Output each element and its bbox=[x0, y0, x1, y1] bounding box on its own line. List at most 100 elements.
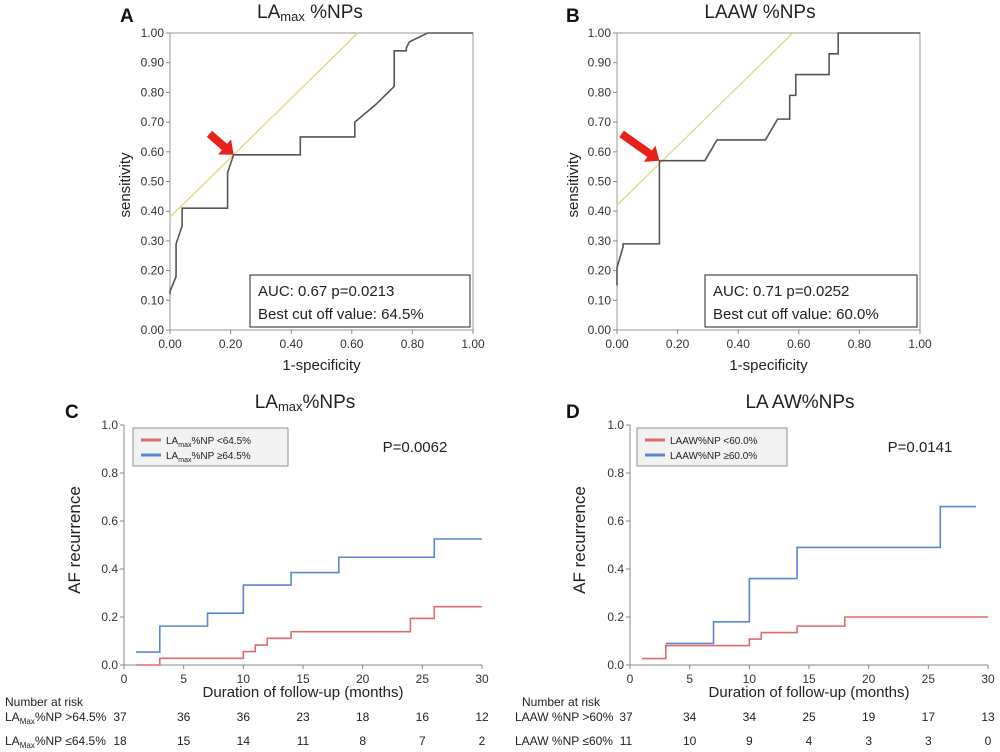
arrow-shape bbox=[619, 130, 660, 162]
y-axis-label: AF recurrence bbox=[65, 486, 84, 594]
auc-text: AUC: 0.71 p=0.0252 bbox=[713, 283, 849, 300]
y-tick-label: 0.8 bbox=[101, 466, 118, 480]
x-tick-label: 10 bbox=[237, 672, 251, 686]
risk-value: 15 bbox=[177, 734, 191, 748]
chart-title: LA AW%NPs bbox=[745, 392, 854, 413]
y-tick-label: 0.70 bbox=[141, 115, 165, 129]
x-tick-label: 20 bbox=[356, 672, 370, 686]
p-value: P=0.0062 bbox=[383, 439, 448, 456]
x-tick-label: 25 bbox=[922, 672, 936, 686]
risk-value: 19 bbox=[862, 710, 876, 724]
auc-text: AUC: 0.67 p=0.0213 bbox=[258, 283, 394, 300]
panel-b: B LAAW %NPs 0.00 0.10 0.20 0.30 0.40 0.50 0.60 0.… bbox=[565, 2, 932, 374]
legend-label: LAmax%NP <64.5% bbox=[166, 436, 251, 449]
roc-curve bbox=[169, 32, 473, 295]
y-tick-label: 0.80 bbox=[141, 85, 165, 99]
risk-value: 7 bbox=[419, 734, 426, 748]
y-tick-label: 0.30 bbox=[141, 234, 165, 248]
x-tick-label: 0.80 bbox=[848, 337, 872, 351]
risk-value: 34 bbox=[683, 710, 697, 724]
y-tick-label: 1.0 bbox=[101, 418, 118, 432]
legend-box bbox=[132, 427, 289, 467]
reference-line bbox=[616, 32, 794, 206]
risk-value: 36 bbox=[237, 710, 251, 724]
chart-title: LAAW %NPs bbox=[704, 2, 815, 23]
risk-value: 3 bbox=[865, 734, 872, 748]
risk-value: 4 bbox=[806, 734, 813, 748]
legend-label: LAAW%NP ≥60.0% bbox=[670, 451, 757, 462]
risk-row-label: LAMax%NP ≤64.5% bbox=[5, 734, 106, 750]
y-tick-label: 1.00 bbox=[588, 26, 612, 40]
km-curve-low bbox=[641, 616, 988, 660]
risk-value: 11 bbox=[620, 734, 633, 748]
y-tick-label: 0.50 bbox=[588, 175, 612, 189]
y-tick-label: 0.6 bbox=[607, 514, 624, 528]
x-tick-label: 0.80 bbox=[401, 337, 425, 351]
y-tick-label: 0.20 bbox=[141, 264, 165, 278]
x-tick-label: 5 bbox=[180, 672, 187, 686]
y-axis-label: sensitivity bbox=[117, 152, 134, 218]
y-tick-label: 0.60 bbox=[588, 145, 612, 159]
x-tick-label: 10 bbox=[743, 672, 757, 686]
y-tick-label: 0.90 bbox=[588, 56, 612, 70]
y-axis-label: AF recurrence bbox=[570, 486, 589, 594]
y-tick-label: 0.30 bbox=[588, 234, 612, 248]
legend-label: LAAW%NP <60.0% bbox=[670, 436, 758, 447]
risk-value: 2 bbox=[479, 734, 486, 748]
y-tick-label: 0.40 bbox=[588, 204, 612, 218]
y-tick-label: 0.70 bbox=[588, 115, 612, 129]
risk-value: 34 bbox=[743, 710, 757, 724]
km-curve-high bbox=[665, 505, 977, 645]
risk-value: 25 bbox=[802, 710, 816, 724]
risk-value: 18 bbox=[356, 710, 370, 724]
x-tick-label: 30 bbox=[981, 672, 995, 686]
km-curve-low bbox=[135, 605, 482, 666]
roc-curve bbox=[616, 32, 920, 286]
x-tick-label: 0.60 bbox=[787, 337, 811, 351]
cutoff-text: Best cut off value: 64.5% bbox=[258, 306, 424, 323]
y-tick-label: 0.2 bbox=[607, 610, 624, 624]
risk-row-label: LAAW %NP ≤60% bbox=[515, 734, 613, 748]
y-tick-label: 0.00 bbox=[141, 323, 165, 337]
x-tick-label: 30 bbox=[475, 672, 489, 686]
panel-letter: D bbox=[566, 402, 580, 423]
risk-table-header: Number at risk bbox=[522, 695, 601, 709]
risk-value: 13 bbox=[981, 710, 995, 724]
legend-label: LAmax%NP ≥64.5% bbox=[166, 451, 251, 464]
y-tick-label: 0.00 bbox=[588, 323, 612, 337]
y-tick-label: 0.0 bbox=[101, 658, 118, 672]
risk-value: 17 bbox=[922, 710, 936, 724]
y-tick-label: 0.0 bbox=[607, 658, 624, 672]
y-tick-label: 0.8 bbox=[607, 466, 624, 480]
p-value: P=0.0141 bbox=[888, 439, 953, 456]
x-tick-label: 1.00 bbox=[461, 337, 485, 351]
y-tick-label: 1.00 bbox=[141, 26, 165, 40]
x-tick-label: 5 bbox=[686, 672, 693, 686]
cutoff-arrow-icon bbox=[619, 130, 660, 162]
x-tick-label: 0.20 bbox=[666, 337, 690, 351]
chart-title: LAmax %NPs bbox=[257, 2, 363, 24]
panel-letter: C bbox=[65, 402, 79, 423]
x-axis-label: Duration of follow-up (months) bbox=[709, 684, 910, 701]
risk-value: 23 bbox=[296, 710, 310, 724]
cutoff-text: Best cut off value: 60.0% bbox=[713, 306, 879, 323]
y-tick-label: 0.10 bbox=[141, 293, 165, 307]
risk-value: 10 bbox=[683, 734, 697, 748]
y-axis-label: sensitivity bbox=[565, 152, 582, 218]
x-tick-label: 0.60 bbox=[340, 337, 364, 351]
risk-value: 37 bbox=[619, 710, 633, 724]
x-tick-label: 15 bbox=[802, 672, 816, 686]
x-tick-label: 0.40 bbox=[280, 337, 304, 351]
x-tick-label: 0.20 bbox=[219, 337, 243, 351]
panel-a: A LAmax %NPs 0.00 0.10 0.20 0.30 0.40 0.50 0.60 0… bbox=[117, 2, 485, 374]
risk-row-label: LAMax%NP >64.5% bbox=[5, 710, 107, 726]
x-axis-label: 1-specificity bbox=[282, 357, 361, 374]
y-tick-label: 0.40 bbox=[141, 204, 165, 218]
x-tick-label: 15 bbox=[296, 672, 310, 686]
risk-value: 16 bbox=[416, 710, 430, 724]
y-tick-label: 0.60 bbox=[141, 145, 165, 159]
risk-value: 37 bbox=[113, 710, 127, 724]
km-curve-high bbox=[135, 538, 482, 653]
